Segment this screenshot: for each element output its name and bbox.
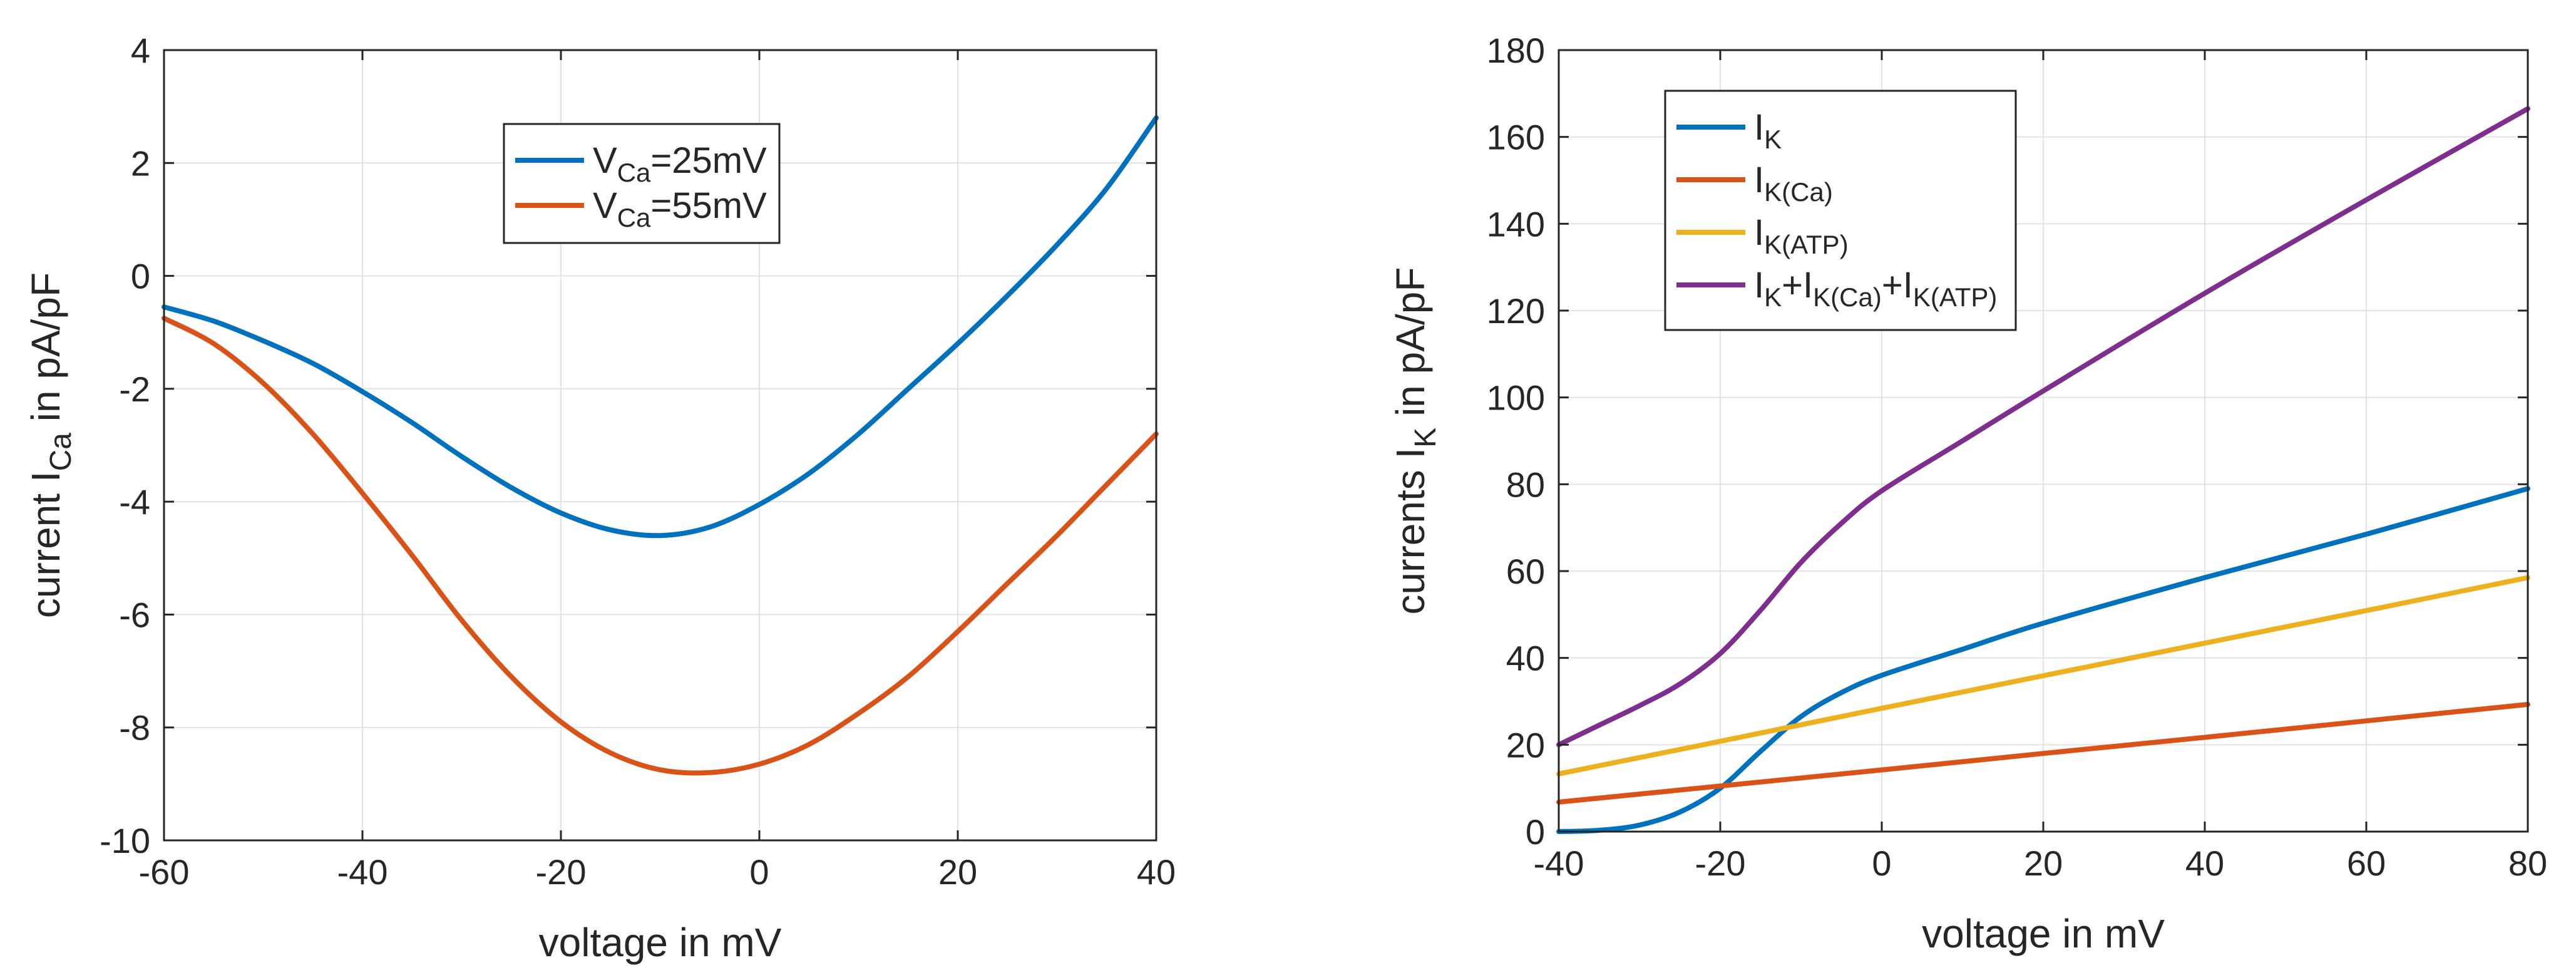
chart2-xtick-label: 40 <box>2185 843 2224 883</box>
chart2-ytick-label: 80 <box>1506 465 1545 504</box>
chart1-legend-label-2: VCa=55mV <box>593 185 767 232</box>
chart1-ytick-label: 4 <box>131 31 150 70</box>
chart2-legend-label-part: I <box>1754 265 1764 306</box>
chart2-series-line-1 <box>1556 486 2530 834</box>
chart1-ytick-label: -10 <box>100 821 150 860</box>
chart2-ytick-label: 20 <box>1506 725 1545 765</box>
chart2-xlabel: voltage in mV <box>1922 911 2165 956</box>
chart2-legend-label-part: I <box>1754 107 1764 148</box>
chart2-legend-label-4: IK+IK(Ca)+IK(ATP) <box>1754 265 1997 312</box>
chart2-ytick-label: 120 <box>1487 291 1545 331</box>
chart1-series-line-2 <box>162 316 1159 776</box>
chart1-legend-label-part: =25mV <box>650 140 767 181</box>
chart1-ytick-label: 0 <box>131 257 150 296</box>
chart1-xtick-label: 0 <box>749 852 769 892</box>
chart2-ylabel-suffix: in pA/pF <box>1388 267 1433 428</box>
chart1-legend-label-part: V <box>593 185 617 226</box>
chart2-legend-label-part: K <box>1764 125 1782 154</box>
chart1-xtick-label: 40 <box>1137 852 1176 892</box>
chart2-legend-label-part: +I <box>1782 265 1813 306</box>
chart1-ylabel-sub: Ca <box>44 433 78 472</box>
chart2-ylabel-sub: K <box>1409 428 1442 448</box>
chart2-legend-label-1: IK <box>1754 107 1782 154</box>
chart2-ytick-label: 160 <box>1487 118 1545 157</box>
chart2-ytick-label: 0 <box>1526 812 1545 852</box>
chart1-ytick-label: -2 <box>119 369 150 409</box>
chart2-xtick-label: 80 <box>2508 843 2547 883</box>
chart2-series-line-3 <box>1556 575 2530 776</box>
chart2-legend-label-2: IK(Ca) <box>1754 160 1833 207</box>
chart1-legend-label-part: V <box>593 140 617 181</box>
chart1-series-line-1 <box>162 115 1159 539</box>
chart1-ylabel-base: current I <box>23 471 68 618</box>
chart2-legend-label-3: IK(ATP) <box>1754 212 1849 259</box>
chart2-ytick-label: 60 <box>1506 552 1545 591</box>
chart1-axes-box <box>163 49 1157 842</box>
chart1-ytick-label: -6 <box>119 595 150 634</box>
chart2-ylabel: currents IK in pA/pF <box>1388 267 1442 615</box>
chart2-ytick-label: 140 <box>1487 204 1545 244</box>
chart2-ytick-label: 180 <box>1487 31 1545 70</box>
chart2-legend-label-part: K(Ca) <box>1764 177 1833 207</box>
chart1-xtick-label: -20 <box>536 852 587 892</box>
chart2-xtick-label: 60 <box>2347 843 2386 883</box>
chart2-series-line-2 <box>1556 701 2530 805</box>
chart2-ytick-label: 40 <box>1506 639 1545 678</box>
chart2-legend-box <box>1664 90 2017 331</box>
chart1-legend-label-part: Ca <box>617 203 651 232</box>
chart2-legend-label-part: I <box>1754 212 1764 253</box>
chart2-series-line-4 <box>1556 106 2530 748</box>
chart2-ytick-label: 100 <box>1487 378 1545 418</box>
chart1-legend-box <box>503 123 781 244</box>
chart-2: -40 -20 0 20 40 60 80 0 20 40 60 80 100 120 140 160 180 v… <box>1388 31 2547 956</box>
chart2-legend-label-part: I <box>1754 160 1764 200</box>
chart1-ylabel: current ICa in pA/pF <box>23 272 78 618</box>
chart2-xtick-label: 0 <box>1872 843 1891 883</box>
chart2-xtick-label: -20 <box>1695 843 1746 883</box>
chart2-legend-label-part: K(ATP) <box>1913 282 1998 312</box>
chart2-legend-label-part: K <box>1764 282 1782 312</box>
chart2-xtick-label: -40 <box>1534 843 1584 883</box>
chart1-legend-label-part: =55mV <box>650 185 767 226</box>
chart1-legend-label-1: VCa=25mV <box>593 140 767 187</box>
chart2-legend-label-part: K(Ca) <box>1813 282 1882 312</box>
chart1-ytick-label: -4 <box>119 482 150 522</box>
chart1-legend-label-part: Ca <box>617 158 651 187</box>
chart1-xtick-label: 20 <box>938 852 977 892</box>
chart1-xtick-label: -60 <box>139 852 190 892</box>
chart1-xlabel: voltage in mV <box>539 920 782 965</box>
chart1-ytick-label: -8 <box>119 708 150 748</box>
chart2-ylabel-base: currents I <box>1388 448 1433 615</box>
chart2-legend-label-part: K(ATP) <box>1764 230 1849 259</box>
chart2-legend-label-part: +I <box>1882 265 1913 306</box>
chart1-xtick-label: -40 <box>337 852 388 892</box>
chart1-ytick-label: 2 <box>131 143 150 183</box>
chart1-ylabel-suffix: in pA/pF <box>23 272 68 433</box>
chart2-xtick-label: 20 <box>2024 843 2063 883</box>
